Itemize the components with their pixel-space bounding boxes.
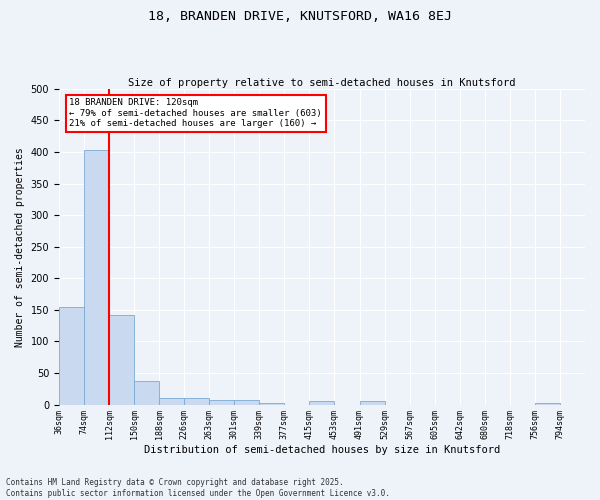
Text: Contains HM Land Registry data © Crown copyright and database right 2025.
Contai: Contains HM Land Registry data © Crown c… xyxy=(6,478,390,498)
Bar xyxy=(310,401,334,404)
X-axis label: Distribution of semi-detached houses by size in Knutsford: Distribution of semi-detached houses by … xyxy=(144,445,500,455)
Bar xyxy=(84,150,109,405)
Bar xyxy=(359,401,385,404)
Bar xyxy=(234,400,259,404)
Bar xyxy=(59,306,84,404)
Text: 18, BRANDEN DRIVE, KNUTSFORD, WA16 8EJ: 18, BRANDEN DRIVE, KNUTSFORD, WA16 8EJ xyxy=(148,10,452,23)
Bar xyxy=(209,400,234,404)
Bar xyxy=(184,398,209,404)
Text: 18 BRANDEN DRIVE: 120sqm
← 79% of semi-detached houses are smaller (603)
21% of : 18 BRANDEN DRIVE: 120sqm ← 79% of semi-d… xyxy=(70,98,322,128)
Bar xyxy=(109,315,134,404)
Bar xyxy=(134,380,159,404)
Bar xyxy=(535,402,560,404)
Y-axis label: Number of semi-detached properties: Number of semi-detached properties xyxy=(15,147,25,346)
Bar xyxy=(159,398,184,404)
Title: Size of property relative to semi-detached houses in Knutsford: Size of property relative to semi-detach… xyxy=(128,78,516,88)
